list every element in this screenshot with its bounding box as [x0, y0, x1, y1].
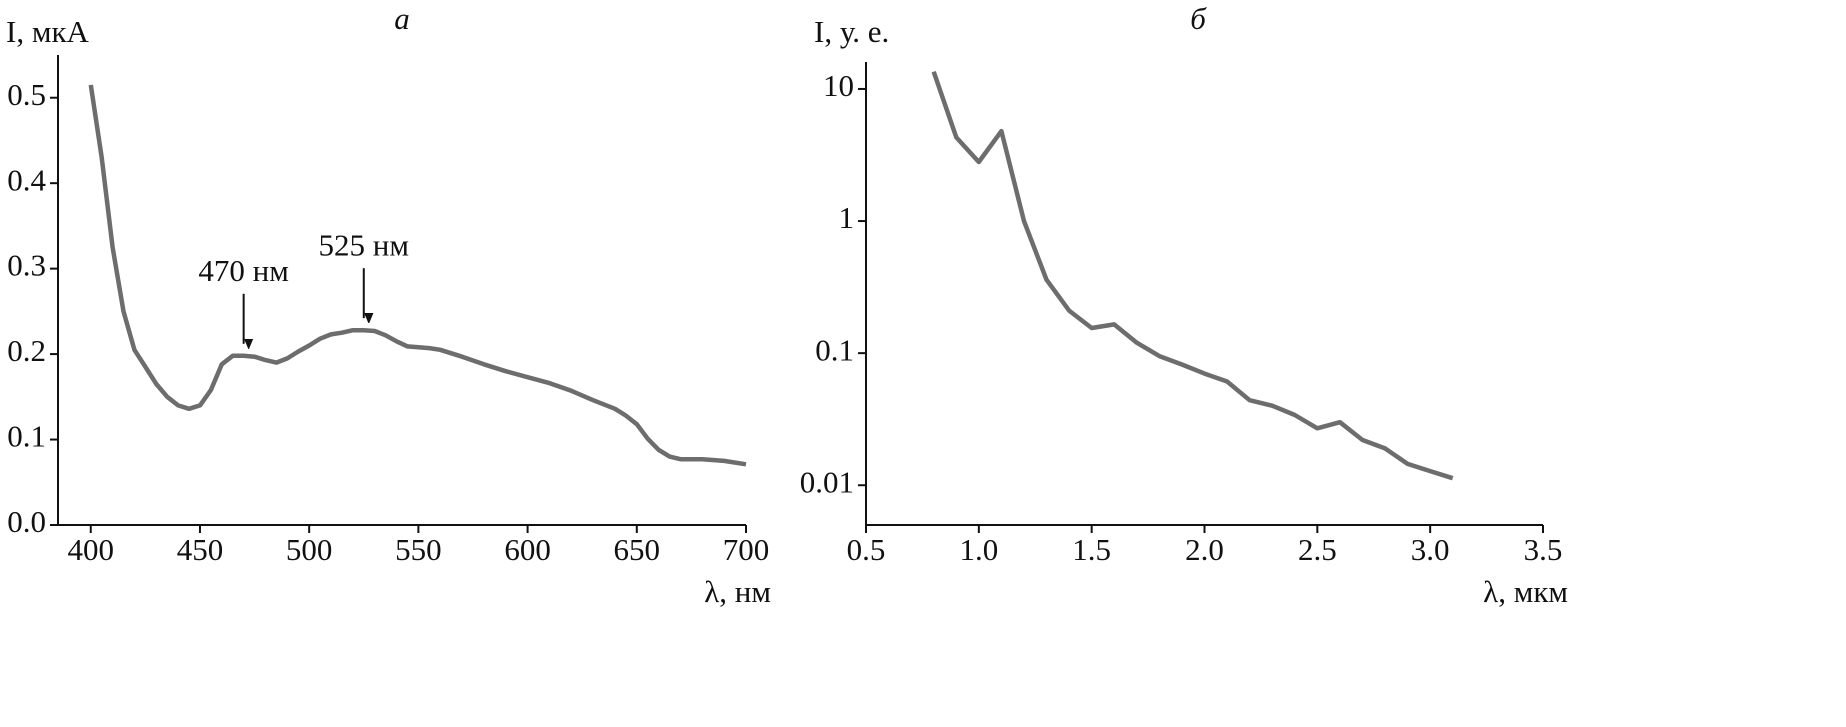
x-axis-label: λ, мкм — [1483, 574, 1568, 609]
y-tick-label: 0.1 — [7, 419, 46, 454]
x-tick-label: 1.0 — [959, 532, 998, 567]
x-tick-label: 3.5 — [1524, 532, 1563, 567]
chart-title: б — [1190, 1, 1207, 36]
y-tick-label: 0.2 — [7, 333, 46, 368]
y-tick-label: 0.3 — [7, 248, 46, 283]
annotation: 470 нм — [198, 253, 288, 288]
x-tick-label: 3.0 — [1411, 532, 1450, 567]
x-tick-label: 650 — [614, 532, 661, 567]
x-tick-label: 2.5 — [1298, 532, 1337, 567]
y-tick-label: 0.01 — [800, 464, 854, 499]
y-tick-label: 0.4 — [7, 162, 46, 197]
y-axis-label: I, у. е. — [814, 14, 889, 49]
x-axis-label: λ, нм — [704, 574, 771, 609]
y-tick-label: 1 — [839, 200, 855, 235]
x-tick-label: 450 — [177, 532, 224, 567]
y-tick-label: 10 — [823, 68, 854, 103]
data-line — [88, 84, 747, 467]
x-tick-label: 600 — [504, 532, 551, 567]
x-tick-label: 500 — [286, 532, 333, 567]
x-tick-label: 550 — [395, 532, 442, 567]
x-tick-label: 2.0 — [1185, 532, 1224, 567]
data-line — [931, 70, 1454, 481]
x-tick-label: 400 — [68, 532, 115, 567]
y-axis-label: I, мкА — [6, 14, 90, 49]
y-tick-label: 0.5 — [7, 77, 46, 112]
x-tick-label: 1.5 — [1072, 532, 1111, 567]
y-tick-label: 0.0 — [7, 504, 46, 539]
annotation: 525 нм — [319, 227, 409, 262]
x-tick-label: 0.5 — [847, 532, 886, 567]
y-tick-label: 0.1 — [815, 332, 854, 367]
chart-title: а — [394, 1, 410, 36]
x-tick-label: 700 — [723, 532, 770, 567]
